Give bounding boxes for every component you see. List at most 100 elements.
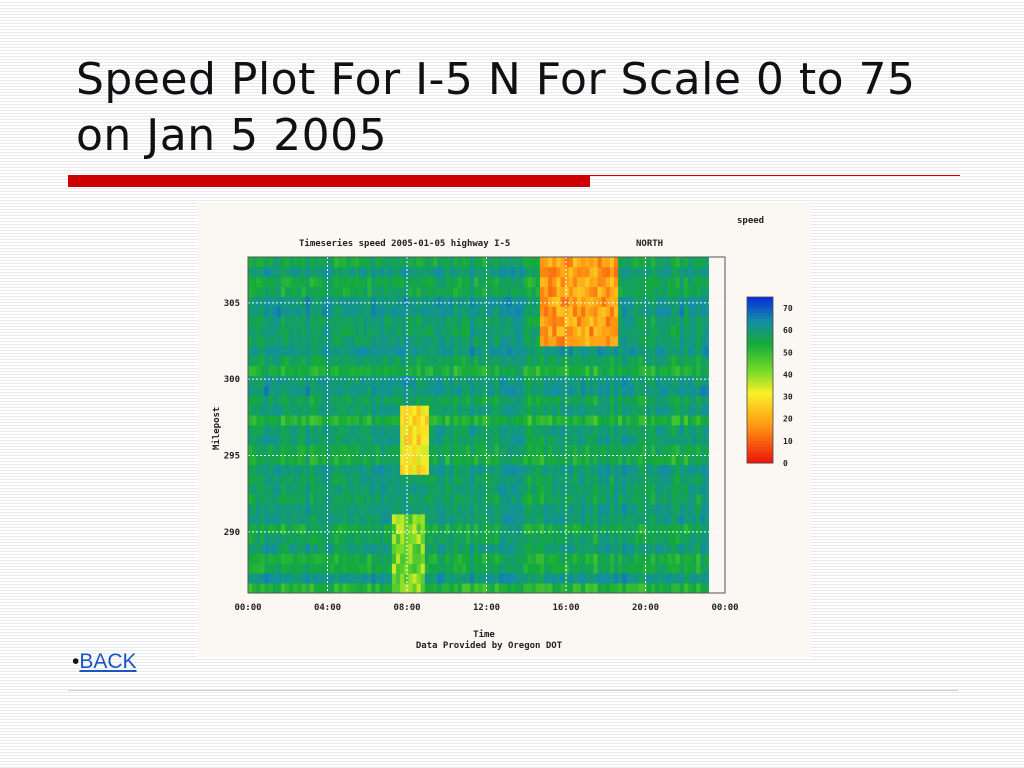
heatmap-cell	[568, 504, 574, 515]
heatmap-cell	[268, 336, 274, 347]
colorbar-tick-label: 60	[783, 326, 793, 335]
heatmap-cell	[564, 345, 570, 357]
heatmap-cell	[363, 474, 368, 485]
heatmap-cell	[675, 276, 681, 288]
heatmap-cell	[437, 415, 442, 426]
heatmap-cell	[593, 444, 598, 456]
heatmap-cell	[371, 375, 376, 386]
heatmap-cell	[700, 385, 705, 396]
heatmap-cell	[437, 434, 442, 446]
heatmap-cell	[585, 336, 590, 347]
heatmap-cell	[523, 326, 529, 337]
heatmap-cell	[248, 336, 253, 347]
heatmap-cell	[280, 583, 286, 594]
y-tick-label: 300	[224, 375, 240, 385]
heatmap-cell	[470, 425, 475, 436]
heatmap-cell	[412, 286, 417, 297]
heatmap-cell	[519, 266, 524, 278]
heatmap-cell	[515, 504, 520, 515]
heatmap-cell	[502, 365, 508, 376]
back-link[interactable]: BACK	[79, 650, 137, 673]
heatmap-cell	[498, 425, 504, 436]
heatmap-cell	[576, 266, 582, 278]
heatmap-cell	[301, 405, 306, 416]
heatmap-cell	[433, 276, 438, 288]
heatmap-cell	[490, 296, 496, 307]
heatmap-cell	[391, 583, 397, 594]
heatmap-cell	[527, 484, 533, 495]
heatmap-cell	[482, 257, 487, 268]
heatmap-cell	[576, 494, 582, 505]
heatmap-cell	[359, 533, 364, 544]
heatmap-cell	[634, 513, 640, 525]
heatmap-cell	[297, 306, 302, 317]
heatmap-cell	[523, 355, 529, 367]
heatmap-cell	[453, 573, 459, 584]
heatmap-cell	[428, 444, 434, 456]
heatmap-cell	[527, 553, 533, 564]
heatmap-cell	[280, 533, 286, 544]
heatmap-cell	[248, 563, 253, 574]
heatmap-cell	[659, 523, 664, 535]
heatmap-cell	[371, 365, 376, 376]
heatmap-cell	[346, 484, 352, 495]
heatmap-cell	[272, 425, 278, 436]
heatmap-cell	[507, 257, 512, 268]
heatmap-cell	[515, 533, 520, 544]
heatmap-cell	[264, 296, 269, 307]
heatmap-cell	[597, 573, 603, 584]
heatmap-cell	[445, 405, 450, 416]
heatmap-cell	[679, 257, 685, 268]
heatmap-cell	[297, 513, 302, 525]
heatmap-cell	[511, 326, 516, 337]
heatmap-cell	[264, 316, 269, 327]
heatmap-cell	[609, 444, 615, 456]
heatmap-cell	[519, 395, 524, 406]
heatmap-cell	[465, 385, 471, 396]
heatmap-cell	[531, 494, 537, 505]
heatmap-cell	[560, 573, 566, 584]
heatmap-cell	[696, 415, 701, 426]
heatmap-cell	[428, 543, 434, 554]
heatmap-cell	[256, 415, 261, 426]
heatmap-cell	[326, 345, 331, 357]
heatmap-cell	[511, 474, 516, 485]
heatmap-cell	[268, 385, 274, 396]
heatmap-cell	[626, 553, 631, 564]
heatmap-cell	[581, 365, 586, 376]
heatmap-cell	[568, 316, 574, 327]
heatmap-cell	[268, 326, 274, 337]
heatmap-cell	[696, 385, 701, 396]
heatmap-cell	[498, 415, 504, 426]
heatmap-cell	[441, 336, 446, 347]
heatmap-cell	[371, 513, 376, 525]
heatmap-cell	[531, 365, 537, 376]
heatmap-cell	[687, 434, 693, 446]
heatmap-cell	[363, 316, 368, 327]
heatmap-cell	[597, 484, 603, 495]
heatmap-cell	[523, 336, 529, 347]
heatmap-cell	[280, 257, 286, 268]
heatmap-cell	[519, 523, 524, 535]
heatmap-cell	[313, 336, 319, 347]
heatmap-cell	[408, 257, 413, 268]
heatmap-cell	[581, 266, 586, 278]
heatmap-cell	[354, 553, 360, 564]
heatmap-cell	[375, 464, 380, 475]
heatmap-cell	[576, 444, 582, 456]
heatmap-cell	[404, 345, 409, 357]
heatmap-cell	[354, 257, 360, 268]
heatmap-cell	[297, 553, 302, 564]
heatmap-cell	[544, 316, 549, 327]
heatmap-cell	[560, 336, 566, 347]
heatmap-cell	[441, 266, 446, 278]
heatmap-cell	[679, 474, 685, 485]
heatmap-cell	[696, 286, 701, 297]
heatmap-cell	[655, 266, 660, 278]
heatmap-cell	[400, 276, 405, 288]
heatmap-cell	[552, 306, 557, 317]
heatmap-cell	[334, 434, 339, 446]
heatmap-cell	[568, 276, 574, 288]
heatmap-cell	[433, 415, 438, 426]
heatmap-cell	[342, 266, 348, 278]
